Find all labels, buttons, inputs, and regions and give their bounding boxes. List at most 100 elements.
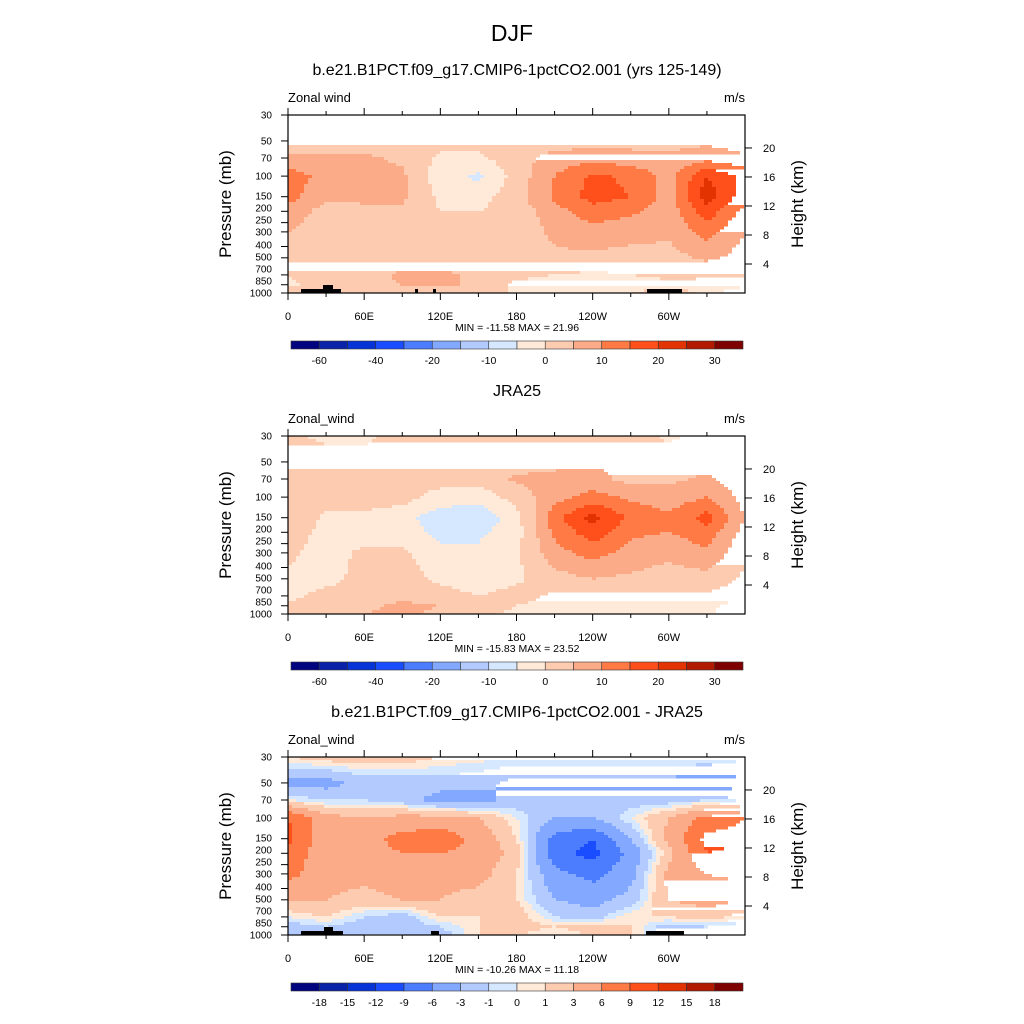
- contour-cell: [640, 847, 648, 851]
- contour-cell: [536, 832, 556, 836]
- contour-cell: [396, 163, 432, 167]
- colorbar-swatch: [714, 340, 744, 350]
- contour-cell: [656, 184, 676, 188]
- colorbar-swatch: [629, 982, 659, 992]
- contour-cell: [616, 844, 636, 848]
- contour-cell: [652, 898, 668, 902]
- contour-cell: [288, 535, 308, 539]
- contour-cell: [304, 859, 500, 863]
- contour-cell: [540, 220, 588, 224]
- contour-cell: [532, 904, 540, 908]
- contour-cell: [428, 175, 468, 179]
- contour-cell: [432, 157, 488, 161]
- contour-cell: [288, 193, 300, 197]
- colorbar-swatch: [601, 340, 631, 350]
- contour-cell: [460, 835, 496, 839]
- colorbar-label: 9: [627, 997, 633, 1009]
- contour-cell: [324, 586, 452, 590]
- contour-cell: [620, 217, 684, 221]
- contour-cell: [356, 919, 420, 923]
- contour-cell: [436, 913, 528, 917]
- contour-cell: [288, 271, 396, 275]
- contour-cell: [312, 841, 388, 845]
- contour-cell: [324, 787, 328, 791]
- colorbar-label: 10: [596, 355, 608, 367]
- contour-cell: [636, 868, 648, 872]
- contour-cell: [652, 862, 660, 866]
- contour-cell: [524, 898, 536, 902]
- contour-cell: [404, 202, 436, 206]
- contour-cell: [704, 496, 708, 500]
- colorbar-swatch: [657, 340, 687, 350]
- contour-cell: [288, 829, 292, 833]
- contour-cell: [528, 487, 728, 491]
- contour-cell: [532, 892, 552, 896]
- contour-cell: [560, 205, 648, 209]
- contour-cell: [520, 865, 524, 869]
- contour-cell: [316, 526, 424, 530]
- contour-cell: [632, 838, 644, 842]
- contour-cell: [668, 868, 700, 872]
- contour-cell: [424, 529, 492, 533]
- contour-cell: [528, 472, 608, 476]
- colorbar-label: 1: [542, 997, 548, 1009]
- contour-cell: [712, 184, 736, 188]
- contour-cell: [288, 160, 388, 164]
- pressure-tick-label: 400: [255, 883, 272, 894]
- contour-cell: [480, 928, 540, 932]
- contour-cell: [300, 871, 492, 875]
- contour-cell: [320, 205, 436, 209]
- contour-cell: [552, 193, 580, 197]
- contour-cell: [292, 823, 312, 827]
- contour-cell: [632, 883, 644, 887]
- contour-cell: [712, 520, 728, 524]
- contour-cell: [488, 826, 512, 830]
- contour-cell: [584, 184, 620, 188]
- contour-cell: [440, 487, 484, 491]
- contour-cell: [308, 796, 424, 800]
- colorbar-label: -18: [312, 997, 327, 1009]
- contour-cell: [312, 175, 408, 179]
- contour-cell: [552, 199, 588, 203]
- contour-cell: [532, 493, 580, 497]
- contour-cell: [292, 826, 312, 830]
- contour-cell: [592, 880, 596, 884]
- contour-cell: [288, 232, 544, 236]
- contour-cell: [644, 886, 648, 890]
- contour-cell: [652, 850, 656, 854]
- contour-cell: [296, 598, 536, 602]
- contour-cell: [528, 187, 552, 191]
- colorbar-swatch: [573, 982, 603, 992]
- contour-cell: [604, 832, 624, 836]
- contour-cell: [288, 259, 704, 263]
- contour-cell: [576, 214, 632, 218]
- colorbar-label: 30: [709, 355, 721, 367]
- pressure-tick-label: 500: [255, 253, 272, 264]
- contour-cell: [524, 871, 528, 875]
- contour-cell: [544, 556, 584, 560]
- contour-cell: [656, 241, 672, 245]
- contour-cell: [540, 829, 572, 833]
- contour-cell: [660, 277, 696, 281]
- contour-cell: [348, 889, 376, 893]
- contour-cell: [288, 577, 344, 581]
- contour-cell: [552, 925, 556, 929]
- contour-cell: [652, 202, 676, 206]
- contour-cell: [692, 820, 740, 824]
- contour-cell: [520, 553, 544, 557]
- contour-cell: [528, 916, 544, 920]
- contour-cell: [616, 178, 656, 182]
- contour-cell: [540, 547, 564, 551]
- contour-cell: [456, 808, 516, 812]
- contour-cell: [596, 841, 616, 845]
- contour-cell: [612, 529, 720, 533]
- contour-cell: [288, 838, 292, 842]
- contour-cell: [556, 172, 652, 176]
- contour-cell: [288, 529, 312, 533]
- contour-cell: [528, 193, 552, 197]
- height-tick-label: 4: [763, 901, 769, 913]
- contour-cell: [340, 910, 364, 914]
- colorbar-label: -10: [481, 676, 496, 688]
- contour-cell: [288, 580, 340, 584]
- contour-cell: [524, 847, 528, 851]
